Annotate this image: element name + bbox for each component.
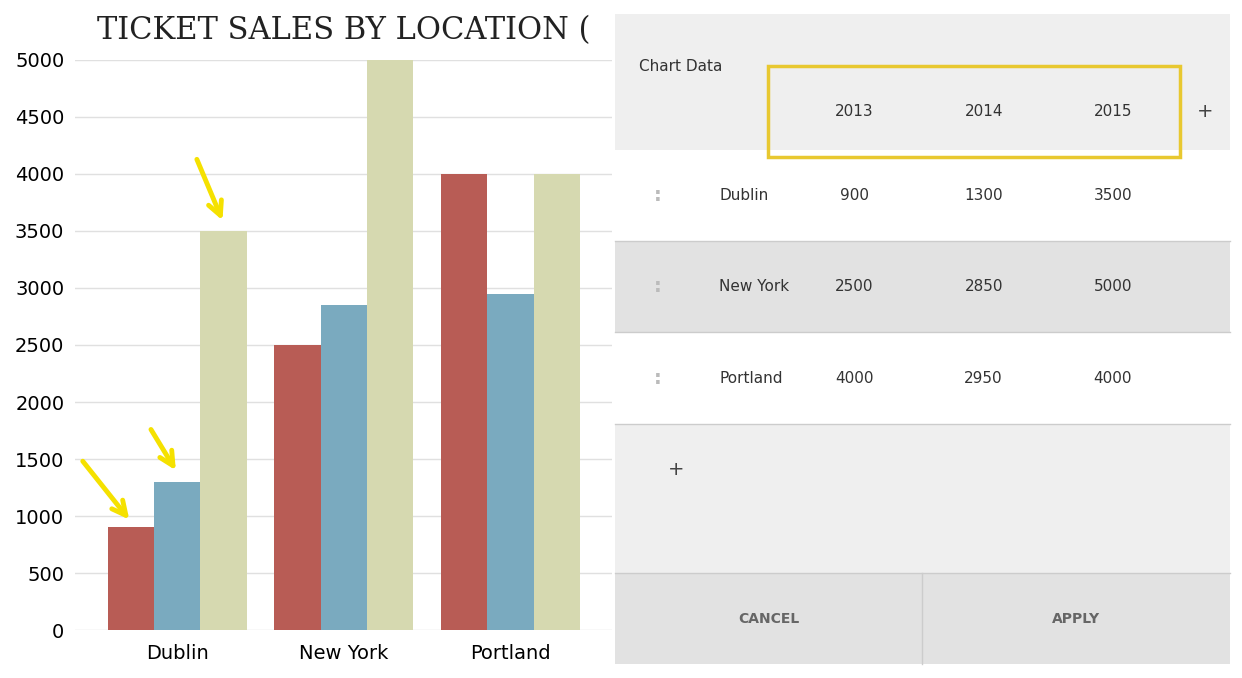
Text: +: + [1197, 102, 1213, 121]
Text: 4000: 4000 [1093, 371, 1131, 386]
Text: Chart Data: Chart Data [640, 59, 723, 74]
Text: 4000: 4000 [836, 371, 874, 386]
Text: CANCEL: CANCEL [738, 612, 799, 626]
Bar [487, 294, 534, 630]
Text: 2015: 2015 [1093, 104, 1131, 119]
Text: :: : [655, 369, 662, 388]
Text: :: : [655, 186, 662, 205]
Bar [441, 174, 487, 630]
Bar [366, 60, 414, 630]
Text: Portland: Portland [719, 371, 782, 386]
Text: 3500: 3500 [1093, 188, 1131, 203]
Text: 2500: 2500 [836, 279, 874, 294]
Text: 5000: 5000 [1093, 279, 1131, 294]
Text: 2013: 2013 [836, 104, 874, 119]
Text: 2014: 2014 [965, 104, 1002, 119]
Title: TICKET SALES BY LOCATION (: TICKET SALES BY LOCATION ( [97, 15, 591, 46]
Bar [615, 151, 1230, 241]
Text: 900: 900 [840, 188, 869, 203]
Bar [615, 332, 1230, 424]
Text: :: : [655, 277, 662, 296]
Text: 2850: 2850 [965, 279, 1002, 294]
Bar [274, 345, 320, 630]
Bar [615, 241, 1230, 332]
Text: 2950: 2950 [964, 371, 1004, 386]
Text: 1300: 1300 [964, 188, 1004, 203]
Text: +: + [668, 460, 684, 479]
Bar [534, 174, 580, 630]
Bar [200, 231, 247, 630]
Bar [108, 527, 154, 630]
Text: APPLY: APPLY [1052, 612, 1100, 626]
Bar [320, 305, 366, 630]
Bar [615, 574, 1230, 664]
Bar [154, 482, 200, 630]
Text: Dublin: Dublin [719, 188, 769, 203]
Text: New York: New York [719, 279, 790, 294]
